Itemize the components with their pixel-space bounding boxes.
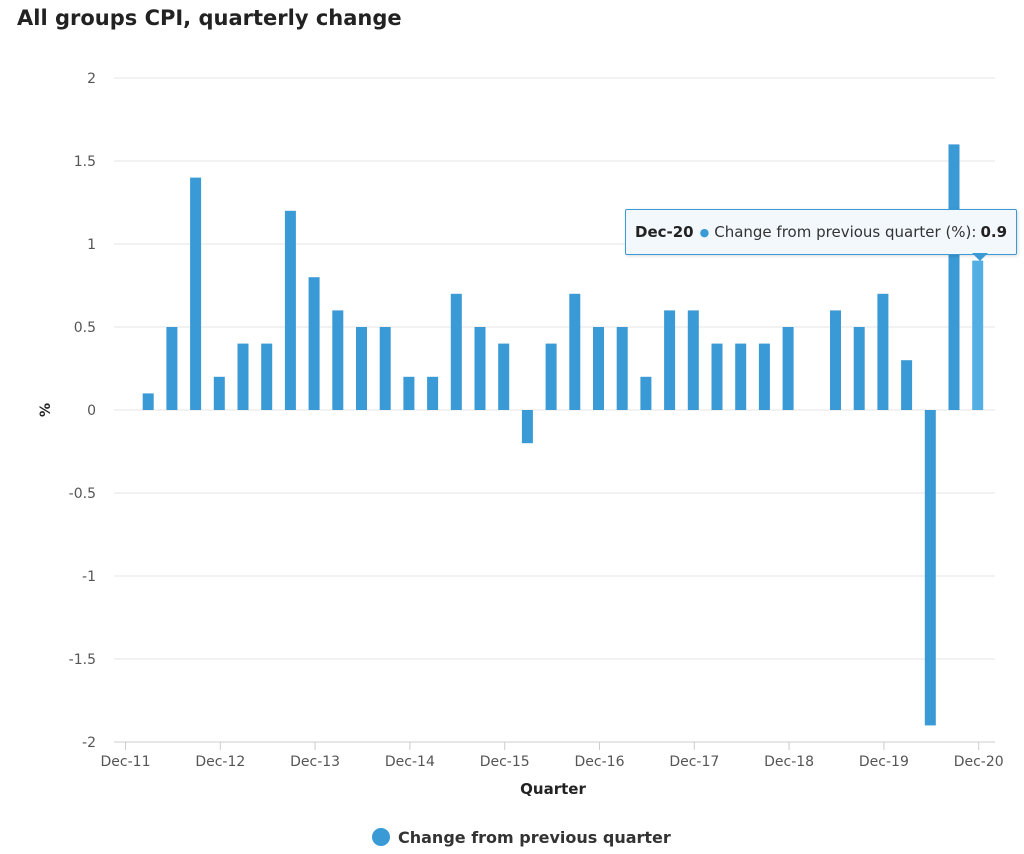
y-axis-labels: -2 -1.5 -1 -0.5 0 0.5 1 1.5 2 xyxy=(69,71,96,751)
bar-Dec-19[interactable] xyxy=(877,293,889,410)
bar-Dec-15[interactable] xyxy=(498,343,510,410)
bar-Jun-16[interactable] xyxy=(545,343,557,410)
y-tick-label: 0 xyxy=(87,403,96,419)
x-axis: Dec-11 Dec-12 Dec-13 Dec-14 Dec-15 Dec-16 Dec-… xyxy=(101,741,1004,770)
bar-Sep-15[interactable] xyxy=(474,327,486,410)
x-tick-label: Dec-14 xyxy=(385,754,435,770)
bar-Mar-17[interactable] xyxy=(616,327,628,410)
bar-Sep-17[interactable] xyxy=(664,310,676,410)
bar-Jun-13[interactable] xyxy=(261,343,273,410)
y-tick-label: -1 xyxy=(82,569,96,585)
bar-Jun-19[interactable] xyxy=(830,310,841,410)
y-tick-label: 1.5 xyxy=(74,154,96,170)
bar-Dec-14[interactable] xyxy=(403,376,415,410)
bar-Mar-16[interactable] xyxy=(521,410,533,444)
bar-Jun-17[interactable] xyxy=(640,376,652,410)
x-tick-label: Dec-12 xyxy=(195,754,245,770)
bar-Jun-12[interactable] xyxy=(166,327,178,410)
x-tick-label: Dec-16 xyxy=(575,754,625,770)
y-tick-label: 0.5 xyxy=(74,320,96,336)
bar-Mar-13[interactable] xyxy=(237,343,249,410)
bar-Dec-12[interactable] xyxy=(213,376,225,410)
bar-Sep-20[interactable] xyxy=(948,144,960,410)
tooltip-series-label: Change from previous quarter (%): xyxy=(714,223,977,241)
bar-Sep-13[interactable] xyxy=(284,210,296,410)
bar-Jun-14[interactable] xyxy=(356,327,367,410)
x-tick-label: Dec-13 xyxy=(290,754,340,770)
x-tick-label: Dec-20 xyxy=(954,754,1004,770)
bar-Mar-12[interactable] xyxy=(142,393,154,410)
bar-Mar-14[interactable] xyxy=(332,310,344,410)
bar-Dec-16[interactable] xyxy=(593,327,604,410)
bar-Sep-18[interactable] xyxy=(758,343,770,410)
bar-Dec-18[interactable] xyxy=(782,327,794,410)
tooltip: Dec-20 ● Change from previous quarter (%… xyxy=(625,209,1018,255)
y-tick-label: 1 xyxy=(87,237,96,253)
bar-Sep-12[interactable] xyxy=(190,177,202,410)
tooltip-category: Dec-20 xyxy=(635,223,694,241)
y-tick-label: 2 xyxy=(87,71,96,87)
x-tick-label: Dec-19 xyxy=(859,754,909,770)
x-tick-label: Dec-17 xyxy=(669,754,719,770)
bar-Dec-17[interactable] xyxy=(687,310,699,410)
bar-Sep-14[interactable] xyxy=(379,327,391,410)
x-tick-label: Dec-18 xyxy=(764,754,814,770)
chart-title: All groups CPI, quarterly change xyxy=(17,6,402,30)
bar-Mar-15[interactable] xyxy=(427,376,439,410)
y-axis-title: % xyxy=(38,402,54,418)
bar-Jun-18[interactable] xyxy=(735,343,747,410)
tooltip-pointer xyxy=(972,253,988,261)
y-tick-label: -2 xyxy=(82,735,96,751)
x-tick-label: Dec-15 xyxy=(480,754,530,770)
x-tick-label: Dec-11 xyxy=(101,754,151,770)
bar-Jun-15[interactable] xyxy=(450,293,462,410)
bar-Sep-19[interactable] xyxy=(853,327,865,410)
bar-Dec-20[interactable] xyxy=(972,260,984,410)
bar-Dec-13[interactable] xyxy=(308,277,320,410)
bar-Sep-16[interactable] xyxy=(569,293,581,410)
legend-label: Change from previous quarter xyxy=(398,827,671,847)
bar-Mar-20[interactable] xyxy=(901,360,913,410)
tooltip-value: 0.9 xyxy=(980,223,1008,241)
bar-Mar-18[interactable] xyxy=(711,343,723,410)
legend-swatch-icon xyxy=(372,828,390,846)
y-tick-label: -0.5 xyxy=(69,486,96,502)
bar-Jun-20[interactable] xyxy=(924,410,936,726)
legend-item[interactable]: Change from previous quarter xyxy=(372,825,671,849)
tooltip-series-dot-icon: ● xyxy=(699,225,710,239)
y-tick-label: -1.5 xyxy=(69,652,96,668)
bar-series xyxy=(142,144,984,726)
x-axis-title: Quarter xyxy=(520,780,586,798)
